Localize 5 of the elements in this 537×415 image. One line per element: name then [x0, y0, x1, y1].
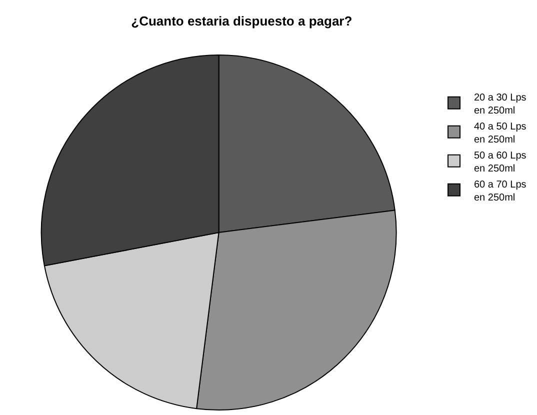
- legend-label: 50 a 60 Lps en 250ml: [474, 150, 526, 174]
- legend-label: 60 a 70 Lps en 250ml: [474, 179, 526, 204]
- legend-label: 40 a 50 Lps en 250ml: [474, 121, 526, 146]
- chart-title: ¿Cuanto estaria dispuesto a pagar?: [131, 14, 352, 29]
- legend-label: 20 a 30 Lps en 250ml: [474, 92, 526, 116]
